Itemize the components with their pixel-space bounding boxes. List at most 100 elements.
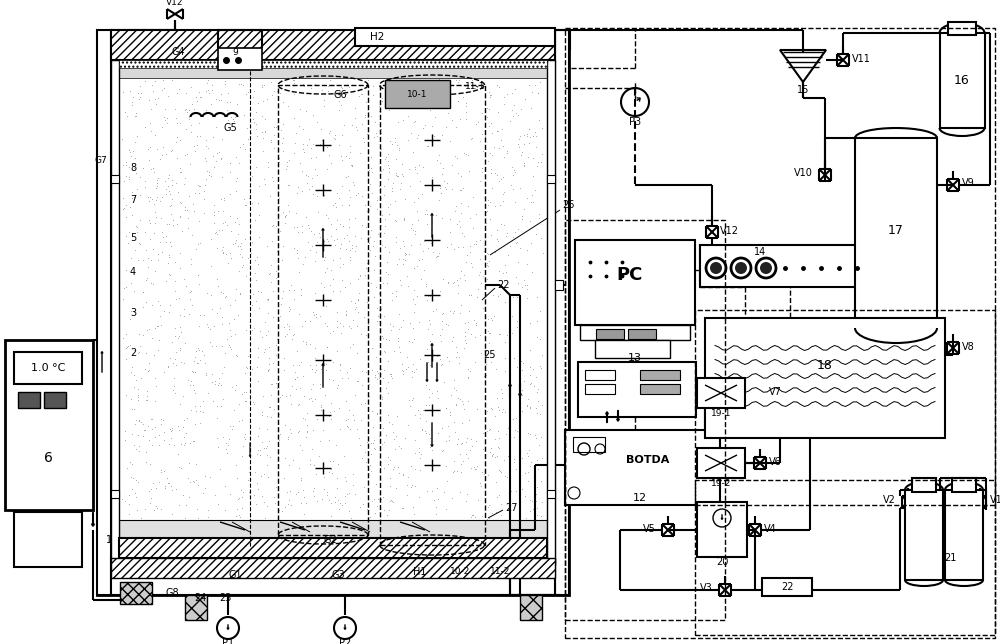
Text: G8: G8 — [165, 588, 179, 598]
Point — [286, 79, 302, 89]
Point — [209, 274, 225, 284]
Point — [427, 73, 443, 83]
Point — [472, 176, 488, 186]
Point — [183, 254, 199, 264]
Point — [482, 328, 498, 338]
Point — [307, 79, 323, 90]
Point — [431, 249, 447, 259]
Point — [351, 91, 367, 101]
Point — [115, 294, 131, 304]
Point — [514, 484, 530, 494]
Point — [462, 247, 478, 258]
Point — [340, 171, 356, 181]
Point — [301, 223, 317, 233]
Point — [528, 372, 544, 382]
Point — [520, 394, 536, 404]
Point — [281, 323, 297, 334]
Point — [522, 370, 538, 381]
Point — [313, 124, 329, 135]
Point — [452, 307, 468, 317]
Text: BOTDA: BOTDA — [626, 455, 670, 465]
Point — [264, 172, 280, 182]
Point — [492, 64, 508, 75]
Point — [228, 350, 244, 361]
Point — [512, 462, 528, 472]
Point — [302, 459, 318, 469]
Point — [329, 473, 345, 483]
Point — [200, 322, 216, 332]
Point — [434, 130, 450, 140]
Point — [347, 304, 363, 314]
Point — [244, 171, 260, 182]
Point — [331, 140, 347, 150]
Point — [475, 428, 491, 438]
Point — [421, 350, 437, 360]
Point — [455, 242, 471, 252]
Point — [231, 79, 247, 89]
Point — [215, 432, 231, 442]
Point — [400, 111, 416, 121]
Point — [361, 379, 377, 390]
Point — [135, 431, 151, 441]
Point — [419, 209, 435, 219]
Point — [207, 489, 223, 500]
Point — [380, 155, 396, 166]
Point — [424, 121, 440, 131]
Point — [413, 449, 429, 459]
Point — [352, 502, 368, 512]
Point — [271, 435, 287, 446]
Bar — [111, 490, 119, 498]
Point — [453, 459, 469, 469]
Point — [147, 267, 163, 277]
Point — [208, 227, 224, 237]
Point — [218, 70, 234, 80]
Point — [321, 495, 337, 505]
Point — [325, 327, 341, 337]
Point — [305, 379, 321, 389]
Point — [378, 383, 394, 393]
Point — [446, 244, 462, 254]
Point — [438, 319, 454, 329]
Point — [329, 483, 345, 493]
Point — [284, 334, 300, 344]
Point — [270, 259, 286, 269]
Point — [319, 164, 335, 175]
Point — [238, 362, 254, 372]
Point — [141, 358, 157, 368]
Point — [271, 377, 287, 388]
Bar — [855, 138, 937, 328]
Point — [477, 113, 493, 124]
Point — [387, 137, 403, 147]
Point — [207, 228, 223, 238]
Point — [279, 161, 295, 171]
Point — [502, 115, 518, 126]
Point — [192, 180, 208, 191]
Text: G1: G1 — [228, 570, 242, 580]
Point — [519, 128, 535, 138]
Point — [454, 228, 470, 238]
Point — [200, 143, 216, 153]
Point — [339, 489, 355, 500]
Point — [192, 131, 208, 141]
Point — [263, 390, 279, 400]
Point — [237, 368, 253, 378]
Point — [452, 449, 468, 459]
Point — [302, 316, 318, 326]
Point — [172, 212, 188, 222]
Point — [527, 430, 543, 440]
Text: P1: P1 — [222, 638, 234, 644]
Point — [365, 90, 381, 100]
Point — [427, 112, 443, 122]
Point — [498, 429, 514, 439]
Point — [357, 200, 373, 211]
Point — [314, 494, 330, 504]
Point — [211, 378, 227, 388]
Point — [534, 123, 550, 133]
Point — [340, 414, 356, 424]
Point — [187, 388, 203, 399]
Point — [222, 189, 238, 199]
Point — [248, 162, 264, 173]
Point — [481, 120, 497, 131]
Point — [532, 307, 548, 317]
Point — [497, 407, 513, 417]
